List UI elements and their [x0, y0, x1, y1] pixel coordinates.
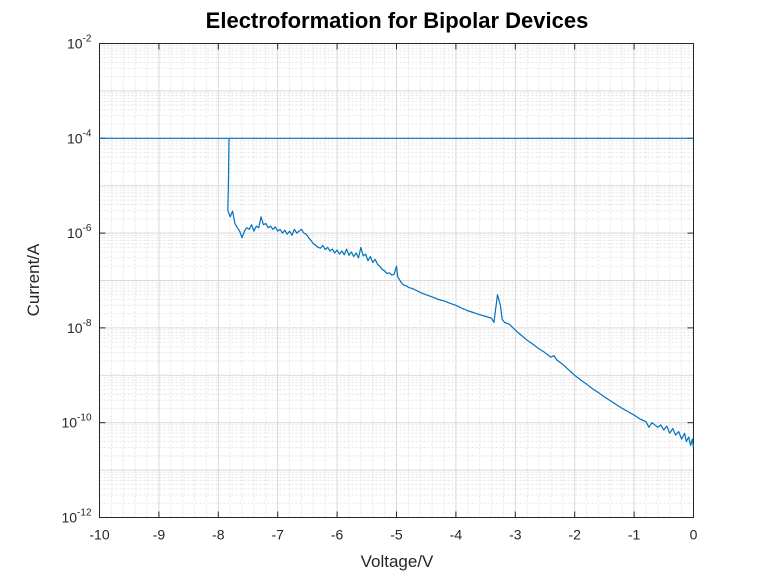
y-tick-label: 10-2	[67, 34, 92, 52]
y-tick-label: 10-12	[61, 508, 91, 526]
x-tick-label: -8	[212, 527, 225, 543]
y-tick-base: 10	[67, 130, 83, 146]
y-axis-label: Current/A	[24, 243, 43, 316]
y-tick-base: 10	[67, 320, 83, 336]
x-tick-label: -7	[271, 527, 284, 543]
x-tick-label: -4	[450, 527, 463, 543]
y-tick-exponent: -10	[77, 413, 92, 424]
y-tick-base: 10	[61, 415, 77, 431]
series-layer	[98, 137, 695, 448]
y-tick-base: 10	[61, 510, 77, 526]
chart-title: Electroformation for Bipolar Devices	[206, 8, 589, 33]
y-tick-label: 10-8	[67, 318, 92, 336]
x-tick-label: -5	[390, 527, 403, 543]
x-tick-label: -10	[89, 527, 109, 543]
grid	[99, 43, 694, 518]
y-tick-label: 10-4	[67, 128, 92, 146]
y-tick-exponent: -2	[83, 34, 92, 45]
x-tick-label: -2	[568, 527, 581, 543]
y-tick-exponent: -12	[77, 508, 92, 519]
x-tick-label: -9	[153, 527, 166, 543]
x-axis-label: Voltage/V	[361, 552, 434, 571]
y-tick-exponent: -6	[83, 223, 92, 234]
y-tick-label: 10-10	[61, 413, 91, 431]
x-tick-label: -3	[509, 527, 522, 543]
y-tick-exponent: -4	[83, 128, 92, 139]
y-tick-label: 10-6	[67, 223, 92, 241]
y-tick-base: 10	[67, 225, 83, 241]
y-tick-exponent: -8	[83, 318, 92, 329]
x-tick-label: -6	[331, 527, 344, 543]
series-line	[98, 137, 695, 448]
y-tick-base: 10	[67, 36, 83, 52]
x-tick-label: 0	[690, 527, 698, 543]
x-axis: -10 -9 -8 -7 -6 -5 -4 -3 -2 -1 0	[89, 43, 698, 543]
x-tick-label: -1	[628, 527, 641, 543]
